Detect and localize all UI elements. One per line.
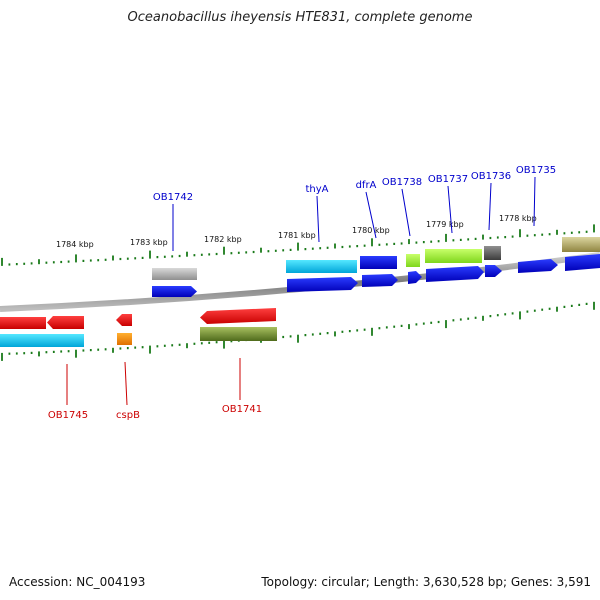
gene-ob1736-arrow[interactable] xyxy=(485,265,502,277)
gene-dfra-arrow[interactable] xyxy=(362,274,398,287)
gene-ob1737-arrow[interactable] xyxy=(426,266,484,282)
gene-cspb-arrow[interactable] xyxy=(116,314,132,326)
ruler-label-1779: 1779 kbp xyxy=(426,220,464,229)
leader-ob1738 xyxy=(401,188,411,237)
gene-ob1741-lower[interactable] xyxy=(200,327,277,341)
gene-labels-top: OB1742 thyA dfrA OB1738 OB1737 OB1736 OB… xyxy=(153,165,556,203)
gene-olive-upper[interactable] xyxy=(562,237,600,252)
gene-thya-arrow[interactable] xyxy=(287,277,358,292)
accession-text: Accession: NC_004193 xyxy=(9,575,146,589)
label-ob1736[interactable]: OB1736 xyxy=(471,171,511,182)
gene-labels-bottom: OB1745 cspB OB1741 xyxy=(48,404,262,421)
leader-dfra xyxy=(365,191,377,239)
gene-ob1735-arrow[interactable] xyxy=(518,259,558,273)
leader-ob1735 xyxy=(533,176,536,227)
leader-thya xyxy=(316,195,320,243)
ruler-label-1781: 1781 kbp xyxy=(278,231,316,240)
label-ob1735[interactable]: OB1735 xyxy=(516,165,556,176)
leader-ob1737 xyxy=(447,185,453,234)
gene-blue-edge-arrow[interactable] xyxy=(565,254,600,271)
gene-ob1737-upper[interactable] xyxy=(425,249,482,263)
label-ob1742[interactable]: OB1742 xyxy=(153,192,193,203)
forward-features xyxy=(152,237,600,297)
label-dfra[interactable]: dfrA xyxy=(356,180,377,191)
gene-ob1741-arrow[interactable] xyxy=(200,308,276,324)
reverse-features xyxy=(0,308,277,347)
gene-ob1745-arrow-b[interactable] xyxy=(47,316,84,329)
label-ob1745[interactable]: OB1745 xyxy=(48,410,88,421)
gene-thya-upper[interactable] xyxy=(286,260,357,273)
label-ob1741[interactable]: OB1741 xyxy=(222,404,262,415)
gene-ob1742-upper[interactable] xyxy=(152,268,197,280)
label-leaders xyxy=(66,176,536,406)
gene-ob1738-arrow[interactable] xyxy=(408,271,422,284)
gene-ob1742-arrow[interactable] xyxy=(152,286,197,297)
gene-ob1738-upper[interactable] xyxy=(406,254,420,267)
label-cspb[interactable]: cspB xyxy=(116,410,140,421)
label-ob1737[interactable]: OB1737 xyxy=(428,174,468,185)
gene-ob1745-arrow-a[interactable] xyxy=(0,317,46,329)
lower-tick-scale xyxy=(1,301,595,361)
label-thya[interactable]: thyA xyxy=(305,184,328,195)
gene-ob1745-lower[interactable] xyxy=(0,334,84,347)
ruler-label-1782: 1782 kbp xyxy=(204,235,242,244)
map-title: Oceanobacillus iheyensis HTE831, complet… xyxy=(127,10,473,25)
leader-cspb xyxy=(124,361,128,406)
upper-tick-scale xyxy=(1,224,595,266)
ruler-label-1778: 1778 kbp xyxy=(499,214,537,223)
ruler-labels: 1784 kbp 1783 kbp 1782 kbp 1781 kbp 1780… xyxy=(56,214,537,249)
gene-cspb-lower[interactable] xyxy=(117,333,132,345)
label-ob1738[interactable]: OB1738 xyxy=(382,177,422,188)
ruler-label-1784: 1784 kbp xyxy=(56,240,94,249)
gene-ob1736-upper[interactable] xyxy=(484,246,501,260)
gene-dfra-upper[interactable] xyxy=(360,256,397,269)
ruler-label-1783: 1783 kbp xyxy=(130,238,168,247)
ruler-label-1780: 1780 kbp xyxy=(352,226,390,235)
leader-ob1736 xyxy=(488,182,492,231)
genome-summary-text: Topology: circular; Length: 3,630,528 bp… xyxy=(261,575,591,589)
